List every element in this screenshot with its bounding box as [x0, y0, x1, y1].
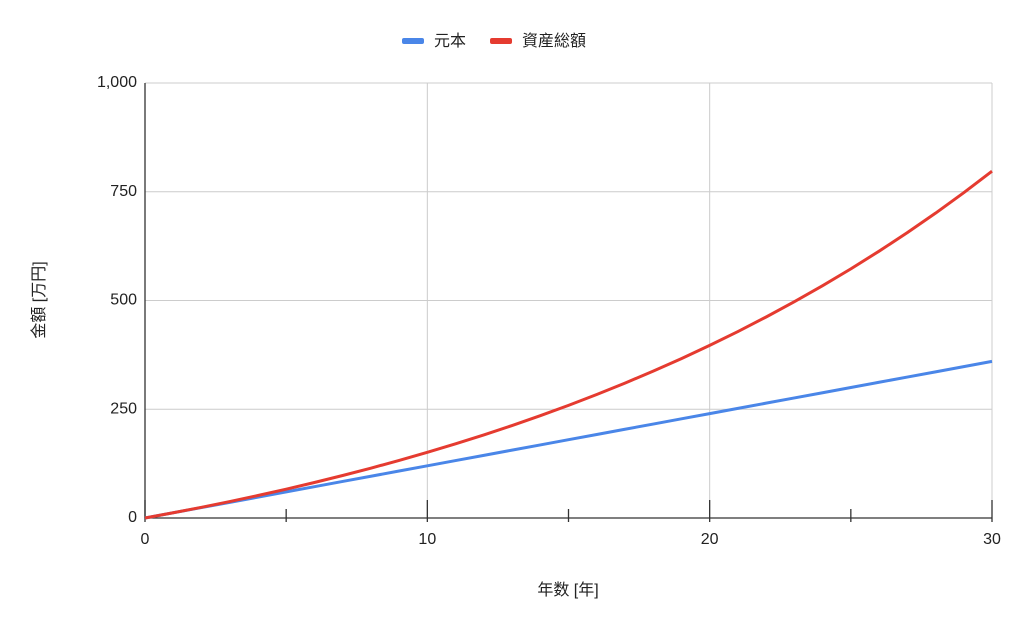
- x-axis-title: 年数 [年]: [537, 581, 598, 599]
- legend-label: 資産総額: [522, 32, 586, 50]
- legend-swatch: [402, 38, 424, 44]
- y-tick-label: 750: [110, 183, 137, 200]
- series-line: [144, 359, 993, 520]
- legend-label: 元本: [434, 32, 466, 50]
- y-tick-label: 0: [128, 509, 137, 526]
- x-tick-label: 30: [983, 531, 1001, 548]
- x-tick-label: 20: [701, 531, 719, 548]
- legend-swatch: [490, 38, 513, 44]
- y-tick-label: 500: [110, 292, 137, 309]
- series-line: [144, 169, 993, 520]
- y-axis-title: 金額 [万円]: [30, 261, 48, 338]
- x-tick-label: 0: [141, 531, 150, 548]
- y-tick-label: 250: [110, 400, 137, 417]
- y-tick-label: 1,000: [97, 74, 137, 91]
- x-tick-label: 10: [418, 531, 436, 548]
